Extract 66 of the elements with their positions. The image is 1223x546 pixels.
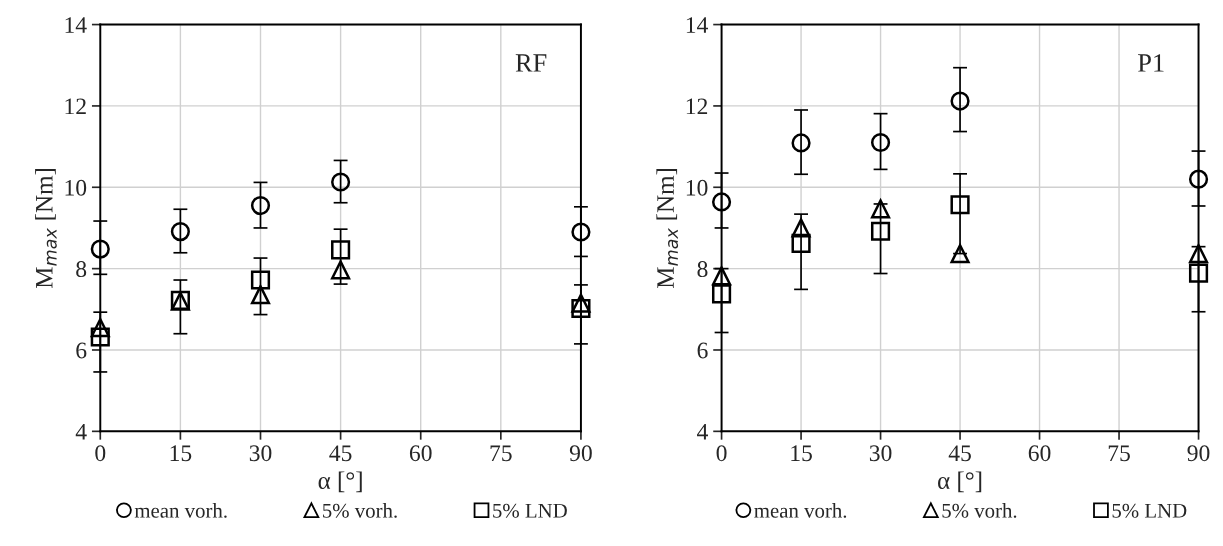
y-tick-label: 14 <box>65 17 87 33</box>
point <box>870 132 891 153</box>
point <box>950 195 970 215</box>
legend-label: 5% vorh. <box>323 503 397 518</box>
point <box>1188 169 1209 189</box>
y-tick-label: 6 <box>76 342 87 359</box>
point <box>331 260 351 280</box>
point <box>870 221 891 241</box>
y-tick-label: 8 <box>697 261 708 278</box>
point <box>1188 263 1209 283</box>
x-axis-title: α [°] <box>318 471 362 493</box>
point <box>571 293 591 313</box>
point <box>90 318 110 338</box>
y-tick-label: 6 <box>697 342 708 359</box>
point <box>250 196 271 216</box>
x-tick-label: 75 <box>1108 445 1130 462</box>
point <box>791 133 811 153</box>
point <box>950 244 970 264</box>
point <box>90 239 110 259</box>
point <box>571 222 591 242</box>
y-tick-label: 4 <box>697 423 709 440</box>
x-tick-label: 90 <box>1187 445 1210 462</box>
x-tick-label: 15 <box>170 445 192 462</box>
point <box>571 298 591 319</box>
point <box>331 240 351 260</box>
legend-label: mean vorh. <box>134 503 227 518</box>
x-tick-label: 45 <box>329 445 352 462</box>
point <box>331 172 351 192</box>
x-tick-label: 0 <box>716 445 727 462</box>
x-tick-label: 60 <box>409 445 432 462</box>
x-tick-label: 0 <box>95 445 106 462</box>
point <box>791 218 811 238</box>
annotation: P1 <box>1138 54 1164 72</box>
point <box>711 284 732 304</box>
point <box>711 266 732 286</box>
point <box>250 285 271 305</box>
y-tick-label: 14 <box>686 17 709 33</box>
y-axis-title: M$_{max}$ [Nm] <box>35 169 57 289</box>
x-tick-label: 30 <box>249 445 272 462</box>
legend-label: 5% LND <box>493 503 567 518</box>
y-tick-label: 10 <box>686 179 708 196</box>
x-tick-label: 90 <box>569 445 592 462</box>
point <box>1188 244 1209 264</box>
x-tick-label: 30 <box>869 445 892 462</box>
x-tick-label: 45 <box>948 445 971 462</box>
y-tick-label: 8 <box>76 261 87 278</box>
x-tick-label: 15 <box>791 445 812 462</box>
legend-label: mean vorh. <box>754 503 847 518</box>
point <box>950 91 970 111</box>
legend-label: 5% LND <box>1112 503 1187 518</box>
point <box>250 270 271 290</box>
x-axis-title: α [°] <box>938 471 982 493</box>
point <box>870 199 891 219</box>
point <box>90 327 110 347</box>
point <box>711 192 732 212</box>
y-tick-label: 12 <box>65 98 86 115</box>
legend-label: 5% vorh. <box>942 503 1017 518</box>
annotation: RF <box>515 54 547 72</box>
y-tick-label: 10 <box>65 179 87 196</box>
point <box>170 222 190 242</box>
y-axis-title: M$_{max}$ [Nm] <box>656 169 679 289</box>
point <box>791 233 811 253</box>
x-tick-label: 75 <box>490 445 512 462</box>
y-tick-label: 4 <box>75 423 87 440</box>
y-tick-label: 12 <box>686 98 708 115</box>
x-tick-label: 60 <box>1028 445 1051 462</box>
